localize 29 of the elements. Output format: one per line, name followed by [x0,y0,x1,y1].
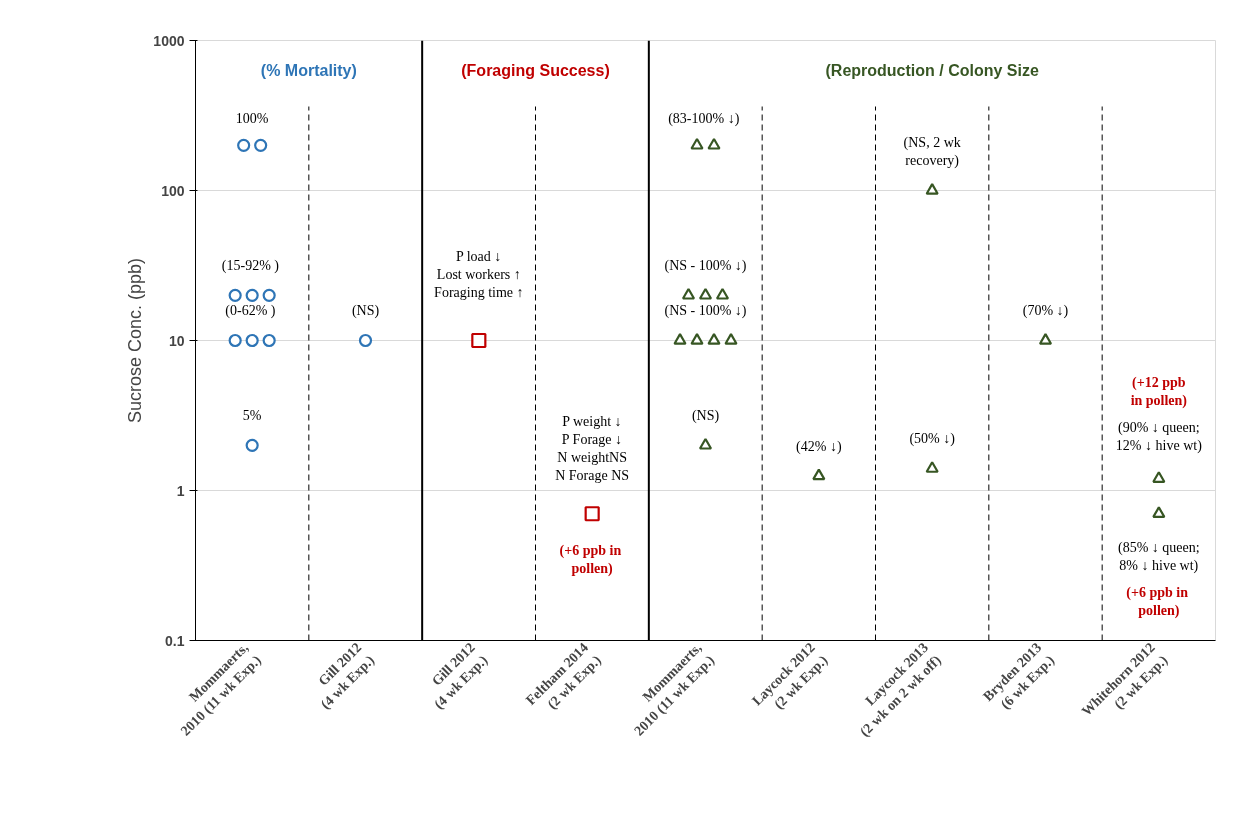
annotation: (70% ↓) [1022,303,1069,319]
annotation: (NS - 100% ↓) [664,258,747,274]
annotation: P load ↓ Lost workers ↑ Foraging time ↑ [434,249,524,300]
annotation: (NS - 100% ↓) [664,303,747,319]
y-tick-label: 1000 [153,32,185,49]
annotation: P weight ↓ P Forage ↓ N weightNS N Forage NS [555,414,630,483]
annotation: (42% ↓) [796,438,842,455]
y-tick-label: 10 [168,332,185,349]
annotation: 100% [235,111,269,126]
annotation: (Foraging Success) [461,62,610,79]
annotation: (15-92% ) [221,258,280,274]
annotation: 5% [242,408,262,423]
annotation: (85% ↓ queen; 8% ↓ hive wt) [1118,540,1200,574]
y-tick-label: 0.1 [165,632,185,649]
y-axis-title: Sucrose Conc. (ppb) [125,257,146,424]
annotation: (Reproduction / Colony Size [825,62,1039,79]
annotation: (90% ↓ queen; 12% ↓ hive wt) [1115,420,1203,454]
annotation: (50% ↓) [909,430,956,447]
annotation: (83-100% ↓) [668,111,740,127]
annotation: (+6 ppb in pollen) [1126,585,1189,619]
annotation: (NS) [351,303,380,319]
annotation: (NS) [691,408,720,424]
y-tick-label: 1 [176,482,185,499]
annotation: (+12 ppb in pollen) [1130,375,1188,409]
annotation: (NS, 2 wk recovery) [903,135,961,169]
annotation: (0-62% ) [225,303,276,319]
annotation: (% Mortality) [260,62,357,79]
annotation: (+6 ppb in pollen) [559,543,622,577]
y-tick-label: 100 [161,182,185,199]
